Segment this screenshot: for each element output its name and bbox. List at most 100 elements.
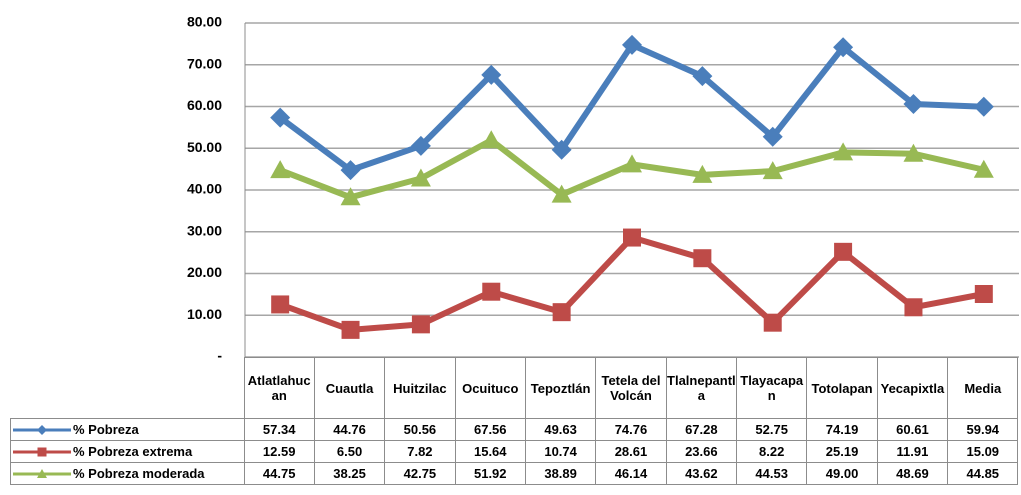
- value-cell: 25.19: [806, 440, 878, 463]
- value-cell: 46.14: [595, 462, 667, 485]
- marker: [340, 160, 361, 181]
- y-tick-label: 30.00: [187, 222, 222, 238]
- marker: [833, 142, 854, 161]
- value-cell: 11.91: [876, 440, 949, 463]
- category-cell: Tetela del Volcán: [595, 357, 667, 419]
- value-cell: 38.89: [524, 462, 597, 485]
- category-cell: Media: [947, 357, 1019, 419]
- value-cell: 10.74: [524, 440, 597, 463]
- value-cell: 15.64: [454, 440, 526, 463]
- marker: [973, 96, 994, 117]
- value-cell: 59.94: [947, 418, 1019, 441]
- y-tick-label: 80.00: [187, 14, 222, 30]
- value-cell: 44.75: [243, 462, 315, 485]
- value-cell: 67.28: [665, 418, 738, 441]
- marker: [37, 425, 47, 436]
- value-cell: 6.50: [313, 440, 386, 463]
- marker: [762, 161, 783, 180]
- marker: [903, 93, 924, 114]
- value-cell: 50.56: [384, 418, 456, 441]
- header-row: Atlatlahucan Cuautla Huitzilac Ocuituco Tepo…: [11, 357, 1019, 419]
- marker: [974, 284, 993, 303]
- value-cell: 44.76: [313, 418, 386, 441]
- category-cell: Yecapixtla: [876, 357, 949, 419]
- marker: [693, 249, 712, 268]
- marker: [762, 126, 783, 147]
- category-cell: Tlalnepantla: [665, 357, 738, 419]
- marker: [411, 315, 430, 334]
- marker: [692, 164, 713, 183]
- marker: [410, 168, 431, 187]
- marker: [973, 159, 994, 178]
- marker: [341, 320, 360, 339]
- value-cell: 43.62: [665, 462, 738, 485]
- marker: [833, 37, 854, 58]
- marker: [903, 143, 924, 162]
- value-cell: 8.22: [736, 440, 808, 463]
- value-cell: 51.92: [454, 462, 526, 485]
- marker: [410, 135, 431, 156]
- value-cell: 7.82: [384, 440, 456, 463]
- value-cell: 42.75: [384, 462, 456, 485]
- marker: [692, 66, 713, 87]
- legend-cell: % Pobreza: [10, 418, 245, 441]
- category-cell: Totolapan: [806, 357, 878, 419]
- legend-cell: % Pobreza extrema: [10, 440, 245, 463]
- series-row: % Pobreza moderada 44.75 38.25 42.75 51.92 38…: [10, 462, 1019, 485]
- value-cell: 49.63: [524, 418, 597, 441]
- legend-label: % Pobreza extrema: [73, 443, 193, 459]
- marker: [270, 160, 291, 179]
- value-cell: 38.25: [313, 462, 386, 485]
- category-cell: Atlatlahucan: [243, 357, 315, 419]
- value-cell: 28.61: [595, 440, 667, 463]
- legend-icon: [13, 469, 71, 479]
- marker: [622, 154, 642, 173]
- value-cell: 12.59: [243, 440, 315, 463]
- marker: [481, 130, 502, 149]
- value-cell: 48.69: [876, 462, 949, 485]
- marker: [623, 228, 641, 247]
- category-cell: Tepoztlán: [524, 357, 597, 419]
- legend-cell: % Pobreza moderada: [10, 462, 245, 485]
- marker: [904, 298, 923, 317]
- marker: [340, 187, 361, 206]
- data-table: Atlatlahucan Cuautla Huitzilac Ocuituco Tepo…: [10, 357, 1019, 485]
- legend-label: % Pobreza: [73, 421, 139, 437]
- value-cell: 60.61: [876, 418, 949, 441]
- marker: [763, 313, 782, 332]
- category-cell: Tlayacapan: [736, 357, 808, 419]
- marker: [37, 469, 47, 479]
- value-cell: 23.66: [665, 440, 738, 463]
- value-cell: 44.53: [736, 462, 808, 485]
- y-tick-label: 40.00: [187, 181, 222, 197]
- value-cell: 52.75: [736, 418, 808, 441]
- marker: [834, 242, 853, 261]
- legend-icon: [13, 425, 71, 436]
- legend-label: % Pobreza moderada: [73, 465, 205, 481]
- marker: [270, 107, 291, 128]
- marker: [481, 64, 502, 85]
- y-tick-label: 70.00: [187, 55, 222, 71]
- marker: [622, 34, 642, 55]
- series-row: % Pobreza 57.34 44.76 50.56 67.56 49.63 74.76 6…: [10, 418, 1019, 441]
- y-tick-label: 10.00: [187, 306, 222, 322]
- category-cell: Cuautla: [313, 357, 386, 419]
- series-row: % Pobreza extrema 12.59 6.50 7.82 15.64 10.74…: [10, 440, 1019, 463]
- category-cell: Huitzilac: [384, 357, 456, 419]
- y-tick-label: 60.00: [187, 97, 222, 113]
- value-cell: 74.19: [806, 418, 878, 441]
- value-cell: 67.56: [454, 418, 526, 441]
- marker: [482, 282, 501, 301]
- blank-cell: [11, 358, 245, 419]
- value-cell: 57.34: [243, 418, 315, 441]
- value-cell: 49.00: [806, 462, 878, 485]
- value-cell: 44.85: [947, 462, 1019, 485]
- marker: [551, 184, 572, 203]
- y-tick-label: -: [217, 348, 222, 364]
- value-cell: 15.09: [947, 440, 1019, 463]
- marker: [37, 447, 47, 457]
- y-tick-label: 50.00: [187, 139, 222, 155]
- y-tick-label: 20.00: [187, 264, 222, 280]
- legend-icon: [13, 447, 71, 457]
